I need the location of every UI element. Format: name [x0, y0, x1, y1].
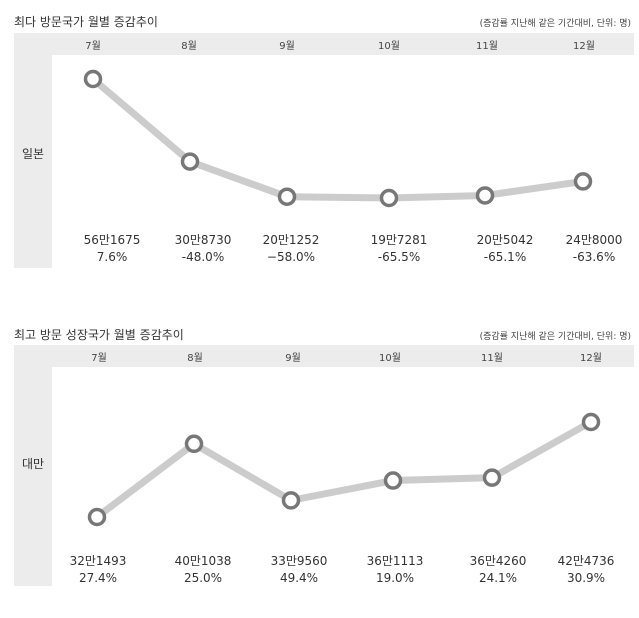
- data-point: [277, 187, 297, 206]
- change-label: 27.4%: [78, 571, 118, 585]
- change-label: 30.9%: [566, 571, 606, 585]
- value-label: 20만1252: [262, 233, 320, 247]
- series-line: [93, 418, 595, 521]
- month-label: 12월: [573, 41, 595, 52]
- series-line: [89, 75, 587, 202]
- month-label: 10월: [379, 353, 401, 364]
- change-label: 7.6%: [96, 250, 128, 264]
- change-label: -48.0%: [181, 250, 225, 264]
- chart-title: 최고 방문 성장국가 월별 증감추이: [14, 328, 184, 342]
- value-label: 56만1675: [83, 233, 141, 247]
- value-label: 40만1038: [174, 554, 232, 568]
- country-label: 일본: [21, 147, 45, 161]
- country-label: 대만: [21, 457, 45, 471]
- change-label: -63.6%: [572, 250, 616, 264]
- line-plot: [87, 412, 601, 527]
- country-band: 일본: [14, 55, 52, 268]
- chart-panel-japan: 최다 방문국가 월별 증감추이 (증감률 지난해 같은 기간대비, 단위: 명)…: [0, 0, 639, 300]
- month-header: 7월 8월 9월 10월 11월 12월: [14, 33, 634, 55]
- chart-panel-taiwan: 최고 방문 성장국가 월별 증감추이 (증감률 지난해 같은 기간대비, 단위:…: [0, 316, 639, 618]
- month-header: 7월 8월 9월 10월 11월 12월: [14, 345, 634, 367]
- value-label: 24만8000: [565, 233, 623, 247]
- data-point: [83, 69, 103, 89]
- data-point: [184, 434, 204, 454]
- data-point: [281, 491, 301, 510]
- change-label: -65.5%: [377, 250, 421, 264]
- month-label: 9월: [285, 353, 301, 364]
- chart-title: 최다 방문국가 월별 증감추이: [14, 15, 158, 29]
- value-label: 42만4736: [557, 554, 615, 568]
- month-label: 10월: [378, 41, 400, 52]
- data-point: [180, 152, 200, 171]
- unit-note: (증감률 지난해 같은 기간대비, 단위: 명): [479, 332, 631, 342]
- month-label: 11월: [481, 353, 503, 364]
- month-label: 8월: [181, 41, 197, 52]
- change-label: 19.0%: [375, 571, 415, 585]
- line-plot: [83, 69, 593, 208]
- value-label: 36만1113: [366, 554, 424, 568]
- month-label: 12월: [580, 353, 602, 364]
- data-point: [379, 188, 399, 208]
- change-label: 49.4%: [279, 571, 319, 585]
- data-point: [87, 507, 107, 527]
- month-label: 8월: [187, 353, 203, 364]
- change-label: -65.1%: [483, 250, 527, 264]
- data-point: [581, 412, 601, 432]
- data-point: [482, 468, 502, 487]
- data-point: [383, 471, 403, 490]
- change-label: −58.0%: [266, 250, 316, 264]
- value-label: 30만8730: [174, 233, 232, 247]
- value-label: 36만4260: [469, 554, 527, 568]
- data-point: [475, 186, 495, 205]
- unit-note: (증감률 지난해 같은 기간대비, 단위: 명): [479, 19, 631, 29]
- month-label: 11월: [476, 41, 498, 52]
- month-label: 7월: [91, 353, 107, 364]
- data-point: [573, 172, 593, 191]
- value-label: 19만7281: [370, 233, 428, 247]
- change-label: 24.1%: [478, 571, 518, 585]
- month-label: 7월: [85, 41, 101, 52]
- value-label: 32만1493: [69, 554, 127, 568]
- country-band: 대만: [14, 367, 52, 586]
- month-label: 9월: [279, 41, 295, 52]
- value-label: 20만5042: [476, 233, 534, 247]
- change-label: 25.0%: [183, 571, 223, 585]
- value-label: 33만9560: [270, 554, 328, 568]
